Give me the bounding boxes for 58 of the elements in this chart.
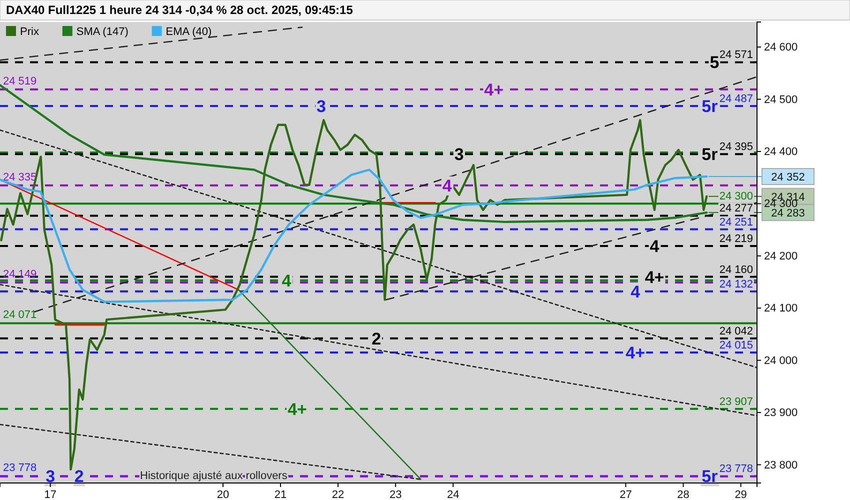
annotation: 5	[710, 53, 720, 72]
x-tick-label: 28	[677, 488, 690, 500]
annotation: 3	[46, 467, 56, 486]
x-tick-label: 17	[44, 488, 56, 500]
y-tick-label: 24 000	[764, 354, 798, 367]
annotation: 4	[282, 271, 292, 290]
annotation: 4+	[644, 268, 664, 287]
ref-line-label: 24 277	[719, 202, 753, 215]
ref-line-label: 24 487	[719, 93, 753, 106]
annotation: 24 519	[3, 75, 37, 88]
annotation: Historique ajusté aux rollovers	[140, 470, 288, 482]
ref-line-label: 24 251	[719, 216, 753, 228]
ref-line-label: 24 300	[719, 190, 753, 203]
annotation: 24 149	[3, 268, 37, 281]
legend-label: SMA (147)	[76, 26, 128, 38]
x-tick-label: 29	[734, 488, 747, 500]
y-tick-label: 23 900	[764, 407, 798, 420]
y-tick-label: 24 600	[764, 42, 798, 54]
x-tick-label: 21	[274, 488, 287, 500]
annotation: 3	[316, 97, 326, 116]
y-tick-label: 24 200	[764, 250, 798, 262]
annotation: 4+	[484, 80, 504, 100]
x-tick-label: 20	[216, 488, 230, 500]
x-tick-label: 27	[620, 488, 632, 500]
y-tick-label: 23 800	[764, 459, 798, 472]
ref-line-label: 23 907	[719, 396, 753, 408]
legend-label: Prix	[20, 26, 40, 38]
annotation: 4	[442, 176, 452, 196]
annotation: 3	[454, 145, 464, 164]
annotation: 5r	[702, 467, 718, 486]
x-tick-label: 23	[389, 488, 402, 500]
annotation: 23 778	[3, 462, 37, 474]
ref-line-label: 24 219	[719, 232, 753, 245]
x-tick-label: 22	[332, 488, 344, 500]
y-tick-label: 24 100	[764, 302, 798, 315]
x-tick-label: 24	[446, 488, 460, 500]
y-tick-label: 24 400	[764, 146, 798, 158]
ref-line-label: 23 778	[719, 463, 753, 476]
ref-line-label: 24 395	[719, 141, 753, 154]
annotation: 4+	[288, 400, 308, 419]
ref-line-label: 24 571	[719, 49, 753, 62]
ref-line-label: 24 160	[719, 264, 753, 276]
annotation: 2	[74, 467, 84, 486]
annotation: 4	[650, 236, 660, 256]
annotation: 24 071	[3, 309, 37, 322]
ref-line-label: 24 015	[719, 339, 753, 352]
annotation: 4+	[626, 343, 646, 362]
chart-title: DAX40 Full1225 1 heure 24 314 -0,34 % 28 oct. 2025, 09:45:15	[6, 3, 354, 17]
legend-label: EMA (40)	[166, 26, 212, 38]
annotation: 2	[372, 329, 382, 348]
annotation: 5r	[702, 145, 718, 164]
annotation: 4	[630, 282, 641, 302]
data-label: 24 283	[771, 208, 805, 220]
ref-line-label: 24 042	[719, 325, 753, 338]
y-tick-label: 24 500	[764, 94, 798, 106]
annotation: 5r	[702, 97, 718, 116]
ref-line-label: 24 132	[719, 278, 753, 290]
data-label: 24 352	[771, 172, 805, 184]
